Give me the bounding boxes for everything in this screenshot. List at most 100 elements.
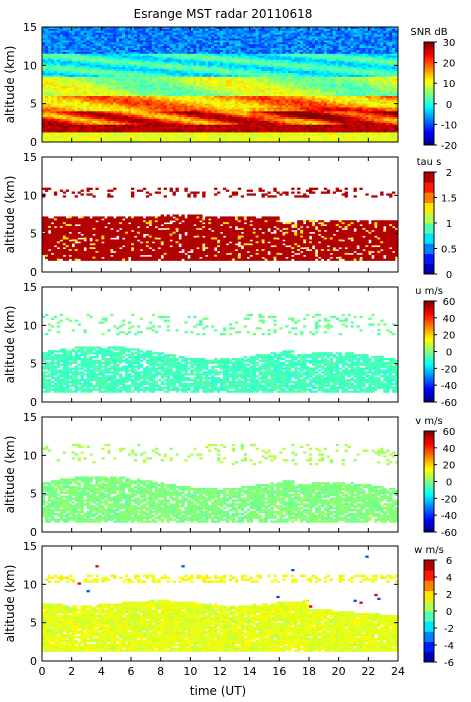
heatmap-cell: [344, 59, 348, 62]
heatmap-cell: [303, 44, 307, 47]
heatmap-cell: [107, 48, 111, 51]
heatmap-cell: [169, 51, 173, 55]
heatmap-cell: [231, 34, 236, 37]
heatmap-cell: [163, 63, 167, 66]
heatmap-cell: [128, 34, 132, 37]
heatmap-cell: [311, 53, 316, 57]
heatmap-cell: [202, 63, 206, 66]
heatmap-cell: [252, 50, 256, 53]
heatmap-cell: [50, 28, 55, 32]
heatmap-cell: [314, 46, 319, 49]
heatmap-cell: [214, 32, 218, 36]
heatmap-cell: [377, 65, 381, 68]
heatmap-cell: [199, 40, 203, 43]
heatmap-cell: [217, 57, 221, 60]
heatmap-cell: [222, 34, 227, 37]
heatmap-cell: [291, 27, 295, 30]
heatmap-cell: [53, 59, 58, 62]
heatmap-cell: [258, 59, 262, 62]
heatmap-cell: [332, 50, 337, 53]
heatmap-cell: [356, 32, 360, 36]
heatmap-cell: [353, 34, 357, 37]
heatmap-cell: [282, 65, 286, 68]
heatmap-cell: [92, 40, 96, 43]
heatmap-cell: [44, 53, 49, 57]
heatmap-cell: [136, 40, 141, 43]
heatmap-cell: [377, 51, 381, 55]
heatmap-cell: [160, 59, 164, 62]
heatmap-cell: [178, 53, 182, 57]
heatmap-cell: [273, 34, 277, 37]
heatmap-cell: [190, 51, 194, 55]
heatmap-cell: [225, 67, 230, 70]
heatmap-cell: [311, 40, 316, 43]
heatmap-cell: [116, 27, 120, 30]
heatmap-cell: [196, 51, 200, 55]
heatmap-cell: [98, 67, 102, 70]
heatmap-cell: [175, 50, 179, 53]
heatmap-cell: [136, 46, 141, 49]
heatmap-cell: [205, 32, 209, 36]
heatmap-cell: [44, 67, 49, 70]
heatmap-cell: [356, 50, 360, 53]
heatmap-cell: [225, 55, 230, 59]
heatmap-cell: [255, 57, 259, 60]
heatmap-cell: [62, 63, 67, 66]
heatmap-cell: [368, 44, 372, 47]
heatmap-cell: [181, 69, 185, 72]
heatmap-cell: [80, 34, 84, 37]
heatmap-cell: [77, 28, 81, 32]
heatmap-cell: [255, 53, 259, 57]
heatmap-cell: [80, 36, 84, 39]
heatmap-cell: [371, 36, 375, 39]
heatmap-cell: [178, 69, 182, 72]
heatmap-cell: [329, 61, 334, 64]
heatmap-cell: [107, 27, 111, 30]
heatmap-cell: [196, 65, 200, 68]
heatmap-cell: [347, 27, 351, 30]
heatmap-cell: [208, 69, 212, 72]
heatmap-cell: [154, 50, 159, 53]
heatmap-cell: [44, 38, 49, 41]
heatmap-cell: [338, 44, 342, 47]
heatmap-cell: [344, 50, 348, 53]
heatmap-cell: [107, 32, 111, 36]
heatmap-cell: [291, 69, 295, 72]
heatmap-cell: [42, 32, 46, 36]
heatmap-cell: [267, 69, 271, 72]
heatmap-cell: [237, 34, 242, 37]
heatmap-cell: [374, 50, 378, 53]
heatmap-cell: [270, 44, 274, 47]
heatmap-cell: [175, 61, 179, 64]
heatmap-cell: [374, 40, 378, 43]
heatmap-cell: [68, 53, 73, 57]
heatmap-cell: [196, 36, 200, 39]
heatmap-cell: [128, 59, 132, 62]
heatmap-cell: [95, 69, 99, 72]
heatmap-cell: [125, 67, 129, 70]
heatmap-cell: [42, 28, 46, 32]
heatmap-cell: [142, 51, 147, 55]
heatmap-cell: [83, 59, 87, 62]
heatmap-cell: [347, 55, 351, 59]
heatmap-cell: [142, 40, 147, 43]
heatmap-cell: [255, 69, 259, 72]
heatmap-cell: [65, 65, 70, 68]
heatmap-cell: [142, 30, 147, 34]
heatmap-cell: [267, 30, 271, 34]
heatmap-cell: [249, 59, 253, 62]
heatmap-cell: [101, 32, 105, 36]
heatmap-cell: [306, 40, 310, 43]
heatmap-cell: [56, 38, 61, 41]
heatmap-cell: [300, 30, 304, 34]
heatmap-cell: [184, 42, 188, 45]
heatmap-cell: [291, 40, 295, 43]
heatmap-cell: [240, 46, 245, 49]
heatmap-cell: [113, 34, 117, 37]
heatmap-cell: [214, 59, 218, 62]
heatmap-cell: [136, 53, 141, 57]
heatmap-cell: [350, 28, 354, 32]
heatmap-cell: [133, 61, 138, 64]
heatmap-cell: [341, 63, 345, 66]
heatmap-cell: [166, 63, 170, 66]
